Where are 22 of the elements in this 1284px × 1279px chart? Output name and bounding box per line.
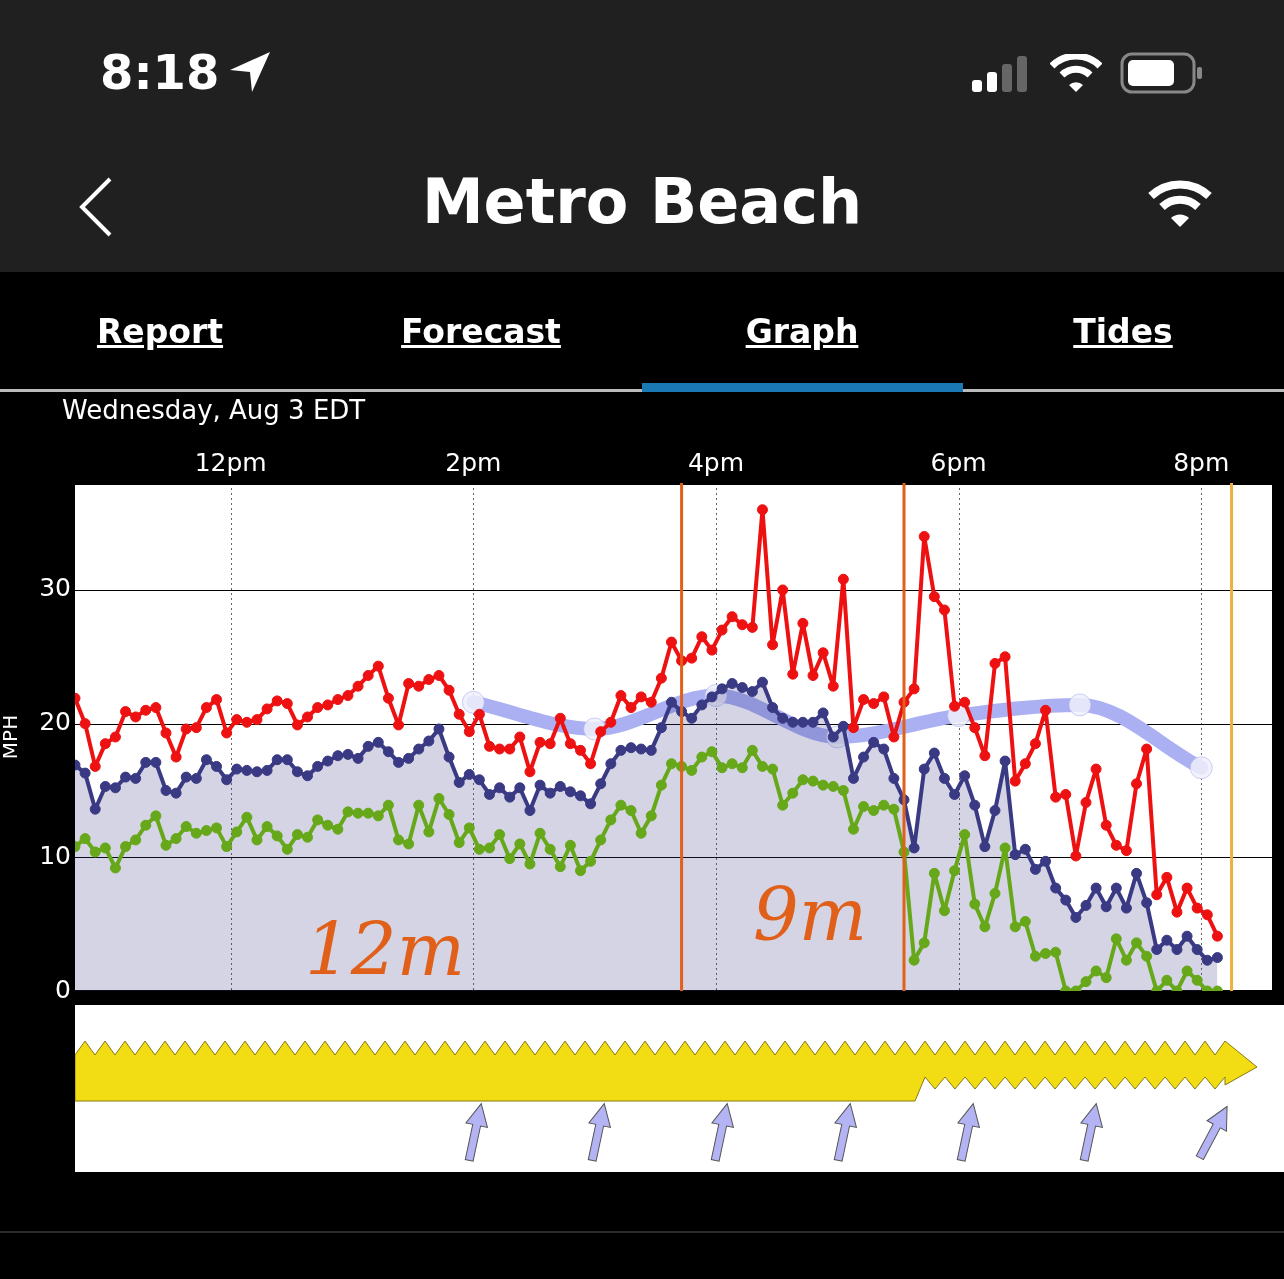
y-tick-label: 20 bbox=[39, 707, 71, 737]
x-tick-label: 8pm bbox=[1173, 447, 1230, 477]
point bbox=[1189, 756, 1213, 780]
text: Tides bbox=[1073, 312, 1173, 351]
y-tick-label: 30 bbox=[39, 573, 71, 603]
annotation: 9m bbox=[752, 873, 868, 957]
point bbox=[461, 690, 485, 714]
chart-title: Metro Beach bbox=[420, 165, 864, 238]
point bbox=[1068, 693, 1092, 717]
x-tick-label: 2pm bbox=[445, 447, 502, 477]
x-tick-label: 12pm bbox=[194, 447, 267, 477]
annotation: 12m bbox=[305, 908, 465, 992]
text: Forecast bbox=[401, 312, 561, 351]
text: Report bbox=[96, 312, 224, 351]
chart-subtitle: Wednesday, Aug 3 EDT bbox=[62, 395, 366, 425]
text: 8:18 bbox=[100, 44, 220, 100]
x-tick-label: 6pm bbox=[930, 447, 987, 477]
x-tick-label: 4pm bbox=[687, 447, 745, 477]
y-axis-title: MPH bbox=[0, 714, 23, 760]
y-tick-label: 10 bbox=[39, 840, 71, 870]
text: Graph bbox=[745, 312, 859, 351]
y-tick-label: 0 bbox=[55, 974, 71, 1004]
